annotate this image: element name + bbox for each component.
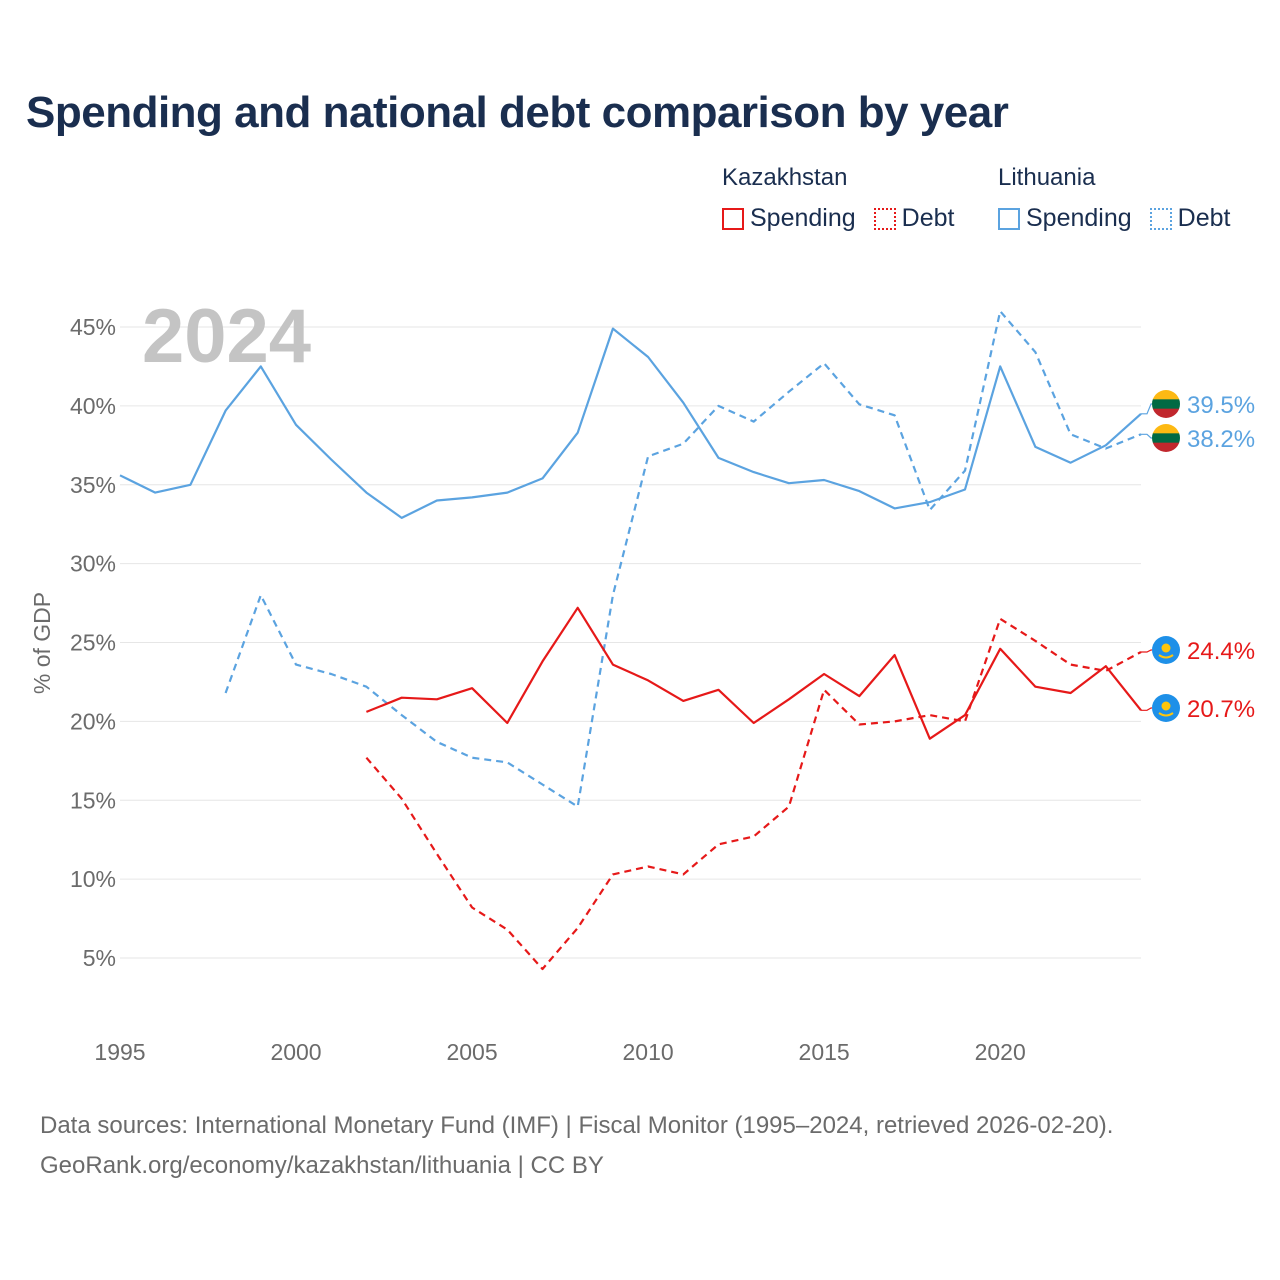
end-label-connector [1141,433,1152,439]
legend-lithuania: Lithuania Spending Debt [998,162,1248,233]
dotted-line-swatch-icon [873,207,896,230]
legend-item-kazakhstan-spending[interactable]: Spending [722,204,856,233]
kazakhstan-flag-icon [1152,636,1180,664]
year-watermark: 2024 [142,294,311,379]
x-tick-label: 2015 [799,1039,850,1065]
y-tick-label: 25% [70,630,116,656]
legend-item-label: Spending [1026,204,1132,232]
legend-item-label: Debt [1177,204,1231,232]
legend-country-label: Lithuania [998,164,1096,191]
y-tick-label: 45% [70,314,116,340]
legend-kazakhstan: Kazakhstan Spending Debt [722,162,972,233]
end-value-label: 24.4% [1187,638,1255,665]
x-tick-label: 2005 [446,1039,497,1065]
y-tick-label: 35% [70,472,116,498]
legend-item-label: Debt [901,204,955,232]
y-tick-label: 10% [70,866,116,892]
legend-country-label: Kazakhstan [722,164,848,191]
x-tick-label: 2020 [975,1039,1026,1065]
attribution-link[interactable]: GeoRank.org/economy/kazakhstan/lithuania… [40,1152,604,1179]
legend-item-kazakhstan-debt[interactable]: Debt [873,204,955,233]
lithuania-flag-icon [1152,424,1180,452]
end-value-label: 20.7% [1187,696,1255,723]
line-chart: 5% 10% 15% 20% 25% 30% 35% 40% 45% 1995 2000 2005 20… [29,294,1255,1065]
end-label-connector [1141,707,1152,711]
end-label-connector [1141,403,1152,415]
chart-title: Spending and national debt comparison by… [26,88,1009,137]
kazakhstan-flag-icon [1152,694,1180,722]
y-tick-label: 15% [70,787,116,813]
footer: Data sources: International Monetary Fun… [40,1106,1113,1186]
end-value-label: 39.5% [1187,392,1255,419]
y-tick-label: 30% [70,551,116,577]
x-tick-label: 2000 [270,1039,321,1065]
end-value-label: 38.2% [1187,426,1255,453]
series-line-kazakhstan-debt [365,617,1142,971]
solid-line-swatch-icon [722,207,744,230]
y-tick-label: 5% [83,945,116,971]
end-label-connector [1141,649,1152,653]
legend-item-label: Spending [750,204,856,232]
solid-line-swatch-icon [998,207,1020,230]
y-tick-label: 20% [70,708,116,734]
x-tick-label: 2010 [623,1039,674,1065]
legend-item-lithuania-spending[interactable]: Spending [998,204,1132,233]
y-axis-label: % of GDP [29,592,55,694]
series-line-kazakhstan-spending [365,606,1142,740]
y-tick-label: 40% [70,393,116,419]
dotted-line-swatch-icon [1149,207,1172,230]
series-line-lithuania-spending [119,327,1142,520]
lithuania-flag-icon [1152,390,1180,418]
legend-item-lithuania-debt[interactable]: Debt [1149,204,1231,233]
series-line-lithuania-debt [224,310,1142,808]
data-source-note: Data sources: International Monetary Fun… [40,1112,1114,1139]
x-tick-label: 1995 [94,1039,145,1065]
